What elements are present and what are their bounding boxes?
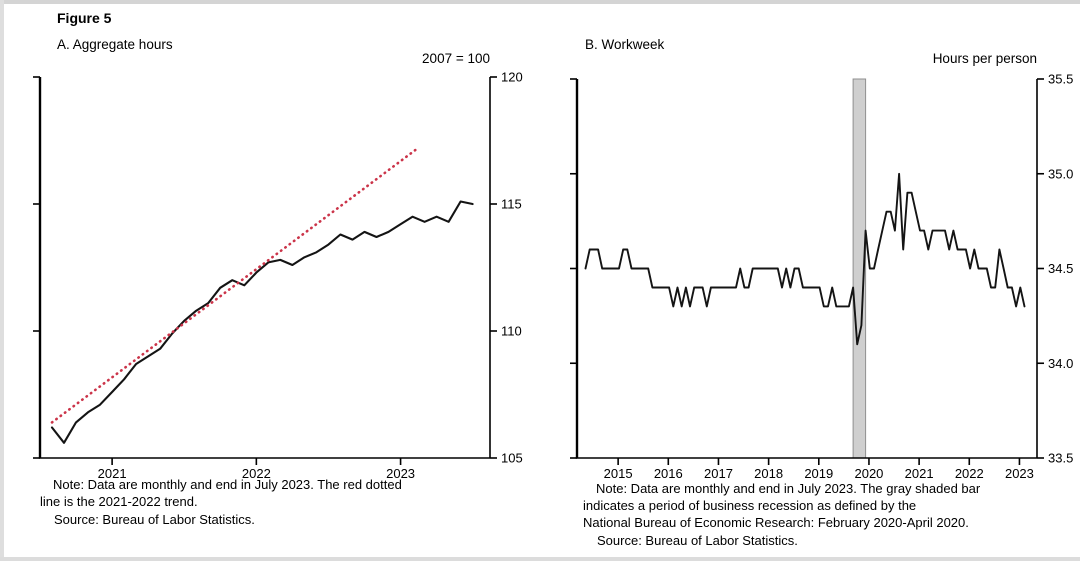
panel-b-source: Source: Bureau of Labor Statistics. (597, 532, 798, 548)
page-edge-left (0, 0, 4, 561)
workweek-chart: 33.5 34.0 34.5 35.0 35.5 2015 2016 2017 2018 2019… (565, 28, 1080, 488)
panel-b-title: B. Workweek (585, 37, 665, 52)
x-tick-label: 2018 (754, 466, 783, 481)
x-tick-label: 2021 (98, 466, 127, 481)
aggregate-hours-plot: 105 110 115 120 2021 2022 2023 (33, 70, 523, 481)
x-tick-label: 2021 (905, 466, 934, 481)
x-tick-label: 2015 (604, 466, 633, 481)
panel-a-note: Note: Data are monthly and end in July 2… (40, 477, 402, 509)
y-tick-label: 110 (501, 324, 522, 339)
trend-line (50, 146, 420, 424)
panel-a-source: Source: Bureau of Labor Statistics. (54, 511, 255, 527)
x-tick-label: 2017 (704, 466, 733, 481)
data-line (584, 172, 1026, 346)
y-tick-label: 115 (501, 197, 522, 212)
axes (33, 76, 497, 465)
panel-a-notes: Note: Data are monthly and end in July 2… (40, 477, 506, 529)
y-tick-label: 34.5 (1048, 261, 1073, 276)
x-tick-label: 2016 (654, 466, 683, 481)
y-tick-label: 34.0 (1048, 356, 1073, 371)
panel-b-axis-unit-label: Hours per person (932, 51, 1037, 66)
y-tick-label: 105 (501, 451, 523, 466)
figure-label: Figure 5 (57, 10, 112, 26)
x-tick-label: 2019 (804, 466, 833, 481)
aggregate-hours-chart: 105 110 115 120 2021 2022 2023 (30, 28, 550, 488)
page-edge-bottom (0, 557, 1080, 561)
x-tick-label: 2023 (386, 466, 415, 481)
x-tick-label: 2023 (1005, 466, 1034, 481)
data-line (50, 200, 474, 444)
y-tick-label: 35.0 (1048, 166, 1073, 181)
axes (570, 78, 1044, 465)
x-tick-label: 2022 (242, 466, 271, 481)
panel-b-notes: Note: Data are monthly and end in July 2… (583, 481, 1053, 550)
page-edge-top (0, 0, 1080, 4)
x-tick-label: 2022 (955, 466, 984, 481)
y-tick-label: 33.5 (1048, 451, 1073, 466)
x-tick-label: 2020 (854, 466, 883, 481)
panel-a-title: A. Aggregate hours (57, 37, 173, 52)
panel-b-note: Note: Data are monthly and end in July 2… (583, 481, 981, 530)
workweek-plot: 33.5 34.0 34.5 35.0 35.5 2015 2016 2017 2018 2019… (570, 72, 1073, 481)
panel-a-axis-unit-label: 2007 = 100 (422, 51, 490, 66)
y-tick-label: 35.5 (1048, 72, 1073, 87)
y-tick-label: 120 (501, 70, 523, 85)
